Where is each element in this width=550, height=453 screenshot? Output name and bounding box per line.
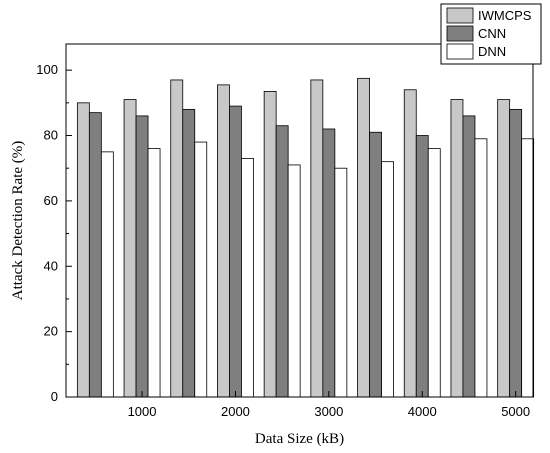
bar-dnn-1 xyxy=(100,151,114,398)
bar-dnn-4 xyxy=(241,157,254,398)
y-tick-label: 100 xyxy=(36,62,58,77)
bar-cnn-10 xyxy=(509,108,523,398)
bar-iwmcps-6 xyxy=(310,79,324,398)
legend-label-cnn: CNN xyxy=(478,26,506,41)
bar-cnn-7 xyxy=(369,131,382,398)
bar-dnn-7 xyxy=(381,161,394,398)
legend: IWMCPS CNN DNN xyxy=(440,3,542,65)
bar-iwmcps-8 xyxy=(403,89,417,398)
x-tick-label: 2000 xyxy=(221,404,250,419)
bar-iwmcps-4 xyxy=(217,84,230,398)
bar-dnn-9 xyxy=(474,138,488,398)
bar-cnn-2 xyxy=(135,115,149,398)
y-tick-label: 40 xyxy=(44,258,58,273)
bar-iwmcps-1 xyxy=(76,102,90,398)
y-tick-label: 80 xyxy=(44,128,58,143)
legend-swatch-dnn xyxy=(446,43,474,60)
bar-cnn-8 xyxy=(415,135,429,398)
bar-dnn-10 xyxy=(521,138,535,398)
y-axis: 0 20 40 60 80 100 xyxy=(36,62,72,404)
bar-iwmcps-3 xyxy=(170,79,184,398)
bar-cnn-3 xyxy=(182,108,196,398)
legend-swatch-iwmcps xyxy=(446,7,474,24)
bar-dnn-8 xyxy=(427,148,441,398)
x-tick-label: 1000 xyxy=(128,404,157,419)
bar-dnn-2 xyxy=(147,148,161,398)
x-tick-label: 3000 xyxy=(314,404,343,419)
y-tick-label: 20 xyxy=(44,324,58,339)
y-axis-title: Attack Detection Rate (%) xyxy=(10,141,26,301)
legend-label-dnn: DNN xyxy=(478,44,506,59)
bar-iwmcps-7 xyxy=(357,77,370,398)
plot-frame xyxy=(65,43,534,398)
x-tick-label: 5000 xyxy=(501,404,530,419)
x-axis-title: Data Size (kB) xyxy=(255,431,344,447)
bar-dnn-6 xyxy=(334,167,348,398)
bar-iwmcps-9 xyxy=(450,99,464,398)
bar-cnn-9 xyxy=(462,115,476,398)
bar-cnn-5 xyxy=(275,125,289,398)
bar-cnn-4 xyxy=(229,105,242,398)
bar-iwmcps-2 xyxy=(123,99,137,398)
bar-dnn-5 xyxy=(287,164,301,398)
bar-cnn-6 xyxy=(322,128,336,398)
x-tick-label: 4000 xyxy=(408,404,437,419)
bar-cnn-1 xyxy=(88,112,102,398)
y-tick-label: 0 xyxy=(51,389,58,404)
bar-iwmcps-10 xyxy=(497,99,511,398)
bar-iwmcps-5 xyxy=(263,90,277,398)
y-tick-label: 60 xyxy=(44,193,58,208)
x-axis: 1000 2000 3000 4000 5000 xyxy=(128,391,530,419)
bars-layer xyxy=(76,77,535,398)
legend-swatch-cnn xyxy=(446,25,474,42)
legend-label-iwmcps: IWMCPS xyxy=(478,8,532,23)
bar-dnn-3 xyxy=(194,141,208,398)
